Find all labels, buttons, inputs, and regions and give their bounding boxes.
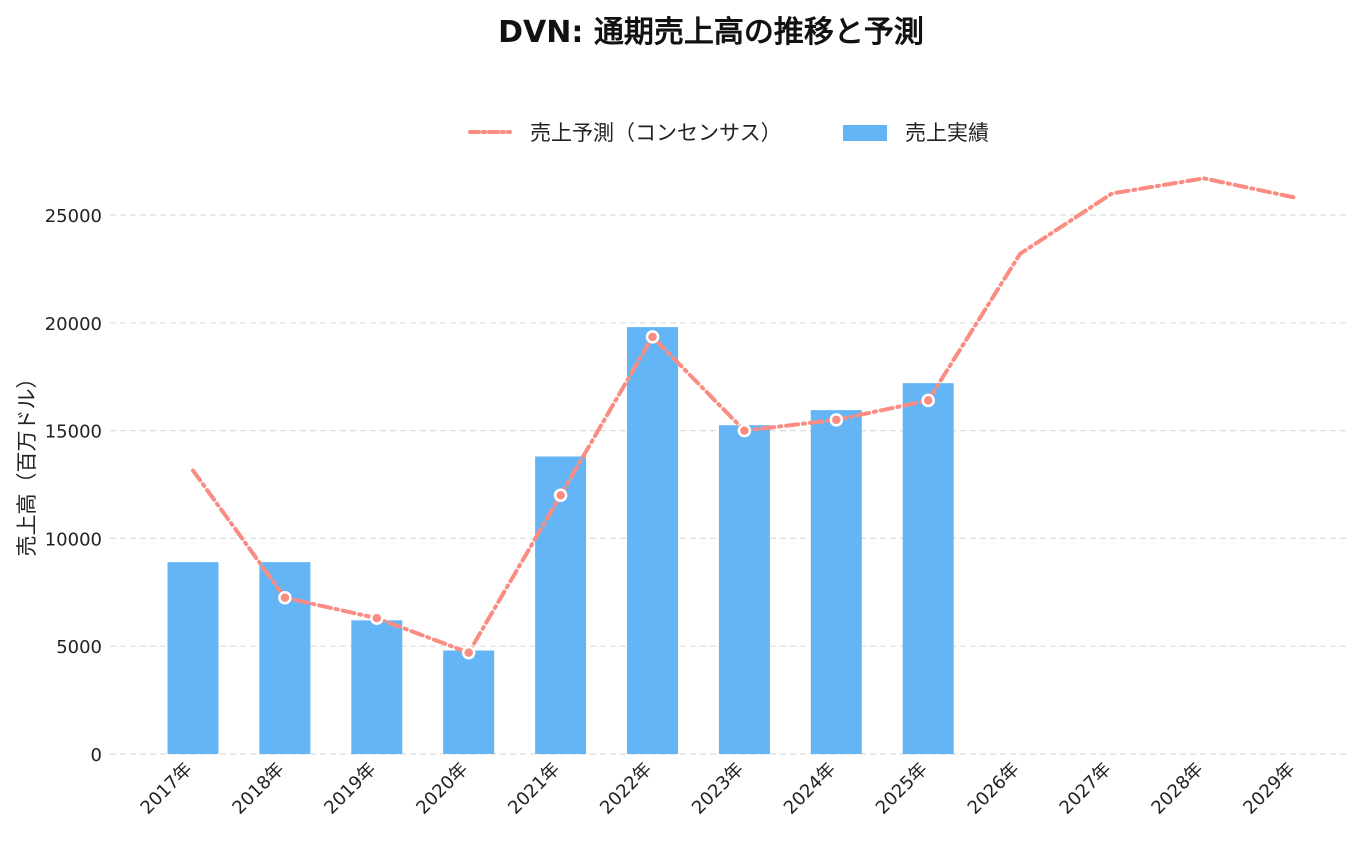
x-tick-label: 2024年 <box>780 759 840 819</box>
x-tick-label: 2021年 <box>504 759 564 819</box>
forecast-point-2021年 <box>553 488 568 503</box>
legend-label-forecast: 売上予測（コンセンサス） <box>530 121 782 145</box>
forecast-point-2023年 <box>737 423 752 438</box>
legend: 売上予測（コンセンサス） 売上実績 <box>468 121 989 145</box>
x-tick-labels: 2017年 2018年 2019年 2020年 2021年 2022年 2023年 2024年… <box>137 759 1300 819</box>
bar-actual-2017年 <box>167 562 219 754</box>
bar-actual-2023年 <box>718 425 770 754</box>
x-tick-label: 2026年 <box>964 759 1024 819</box>
bar-series <box>167 327 954 754</box>
forecast-point-2018年 <box>278 590 292 605</box>
x-tick-label: 2027年 <box>1056 759 1116 819</box>
forecast-point-2020年 <box>461 645 476 660</box>
line-markers <box>278 330 935 660</box>
x-tick-label: 2028年 <box>1147 759 1207 819</box>
bar-actual-2020年 <box>443 650 495 754</box>
forecast-point-2022年 <box>645 330 660 344</box>
y-tick-label: 20000 <box>45 314 102 335</box>
legend-bar-swatch <box>843 125 887 141</box>
bar-actual-2021年 <box>535 456 587 754</box>
x-tick-label: 2029年 <box>1239 759 1299 819</box>
x-tick-label: 2019年 <box>320 759 380 819</box>
y-tick-label: 15000 <box>45 422 102 443</box>
x-tick-label: 2017年 <box>137 759 197 819</box>
y-tick-labels: 0 5000 10000 15000 20000 25000 <box>45 206 102 766</box>
y-tick-label: 10000 <box>45 529 102 550</box>
forecast-point-2024年 <box>829 413 844 427</box>
bar-actual-2025年 <box>902 383 954 754</box>
forecast-point-2019年 <box>370 611 384 625</box>
x-tick-label: 2018年 <box>228 759 288 819</box>
x-tick-label: 2022年 <box>596 759 656 819</box>
bar-actual-2022年 <box>627 327 678 754</box>
bar-actual-2018年 <box>259 562 311 754</box>
bar-actual-2024年 <box>810 410 862 754</box>
y-tick-label: 5000 <box>56 637 102 658</box>
y-axis-label: 売上高（百万ドル） <box>15 368 39 557</box>
x-tick-label: 2023年 <box>688 759 748 819</box>
chart-title: DVN: 通期売上高の推移と予測 <box>498 15 924 50</box>
legend-label-actual: 売上実績 <box>905 121 989 145</box>
y-tick-label: 0 <box>91 745 102 766</box>
x-tick-label: 2025年 <box>872 759 932 819</box>
forecast-point-2025年 <box>921 393 935 408</box>
y-tick-label: 25000 <box>45 206 102 227</box>
bar-actual-2019年 <box>351 620 403 754</box>
x-tick-label: 2020年 <box>412 759 472 819</box>
